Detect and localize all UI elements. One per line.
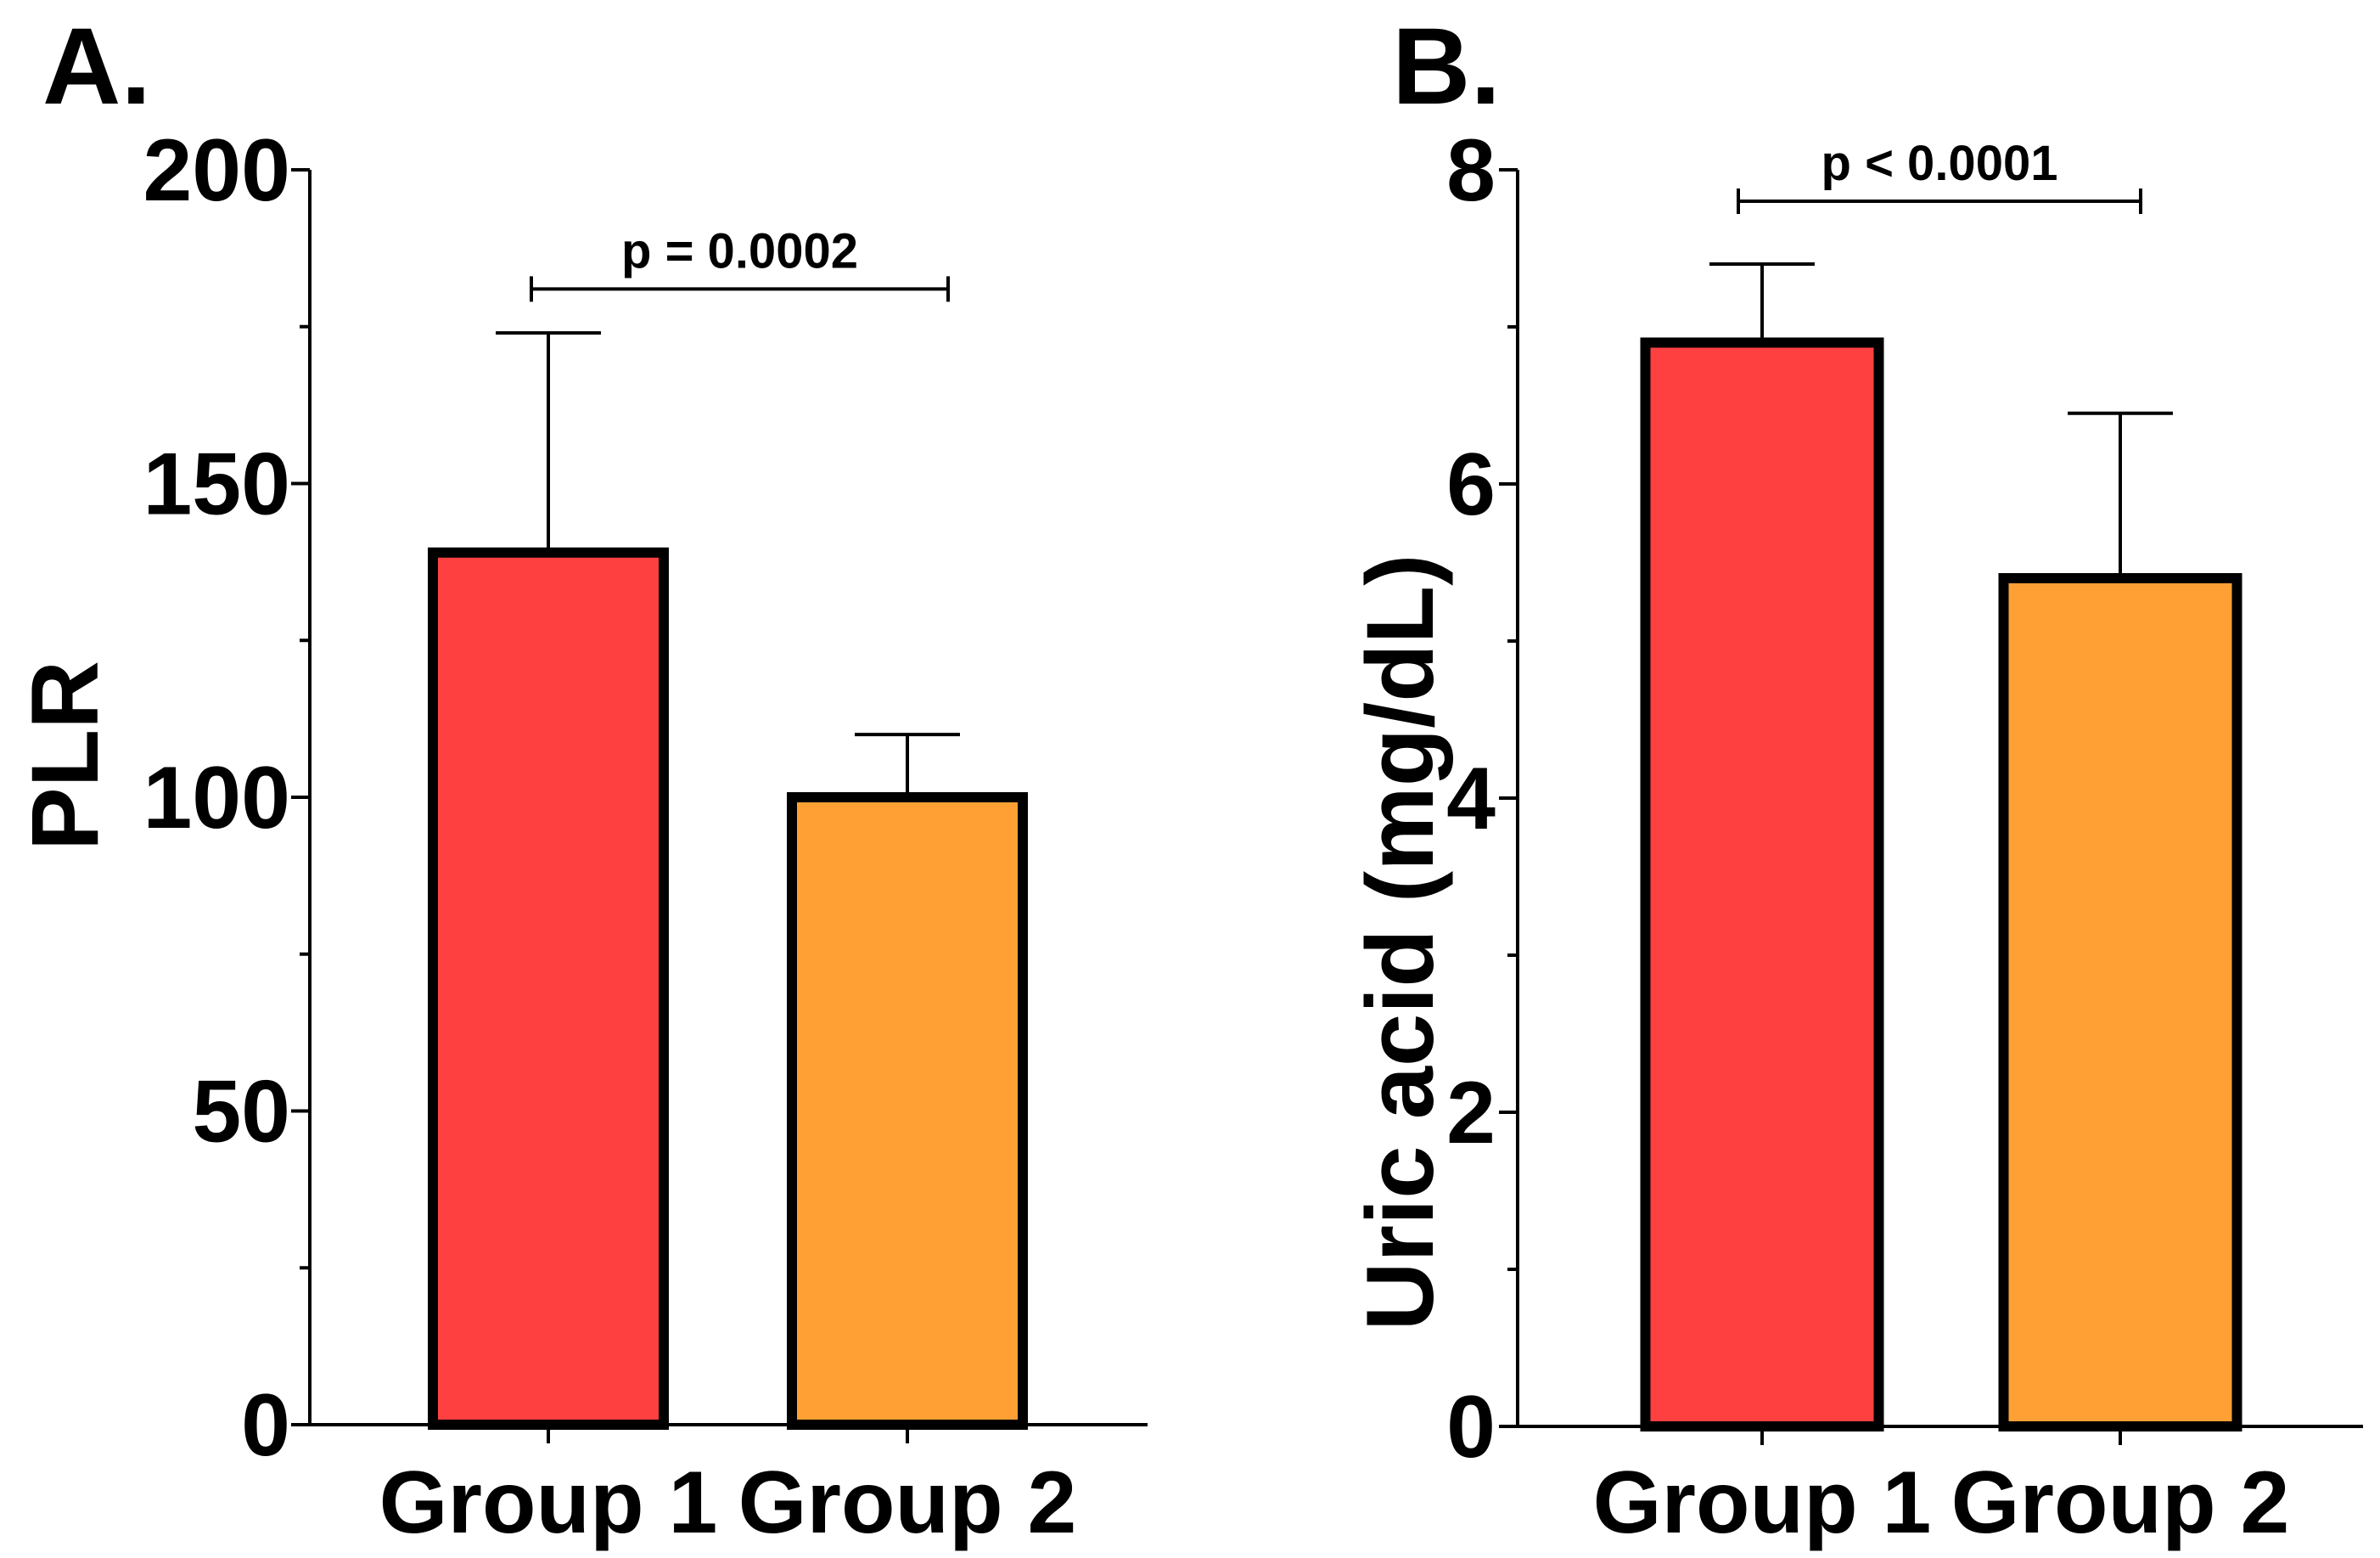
y-tick-label: 8 <box>1446 121 1496 220</box>
bar-group-1 <box>428 547 669 1430</box>
y-tick-label: 0 <box>241 1376 290 1475</box>
y-tick-label: 6 <box>1446 436 1496 534</box>
category-label: Group 1 <box>379 1454 718 1552</box>
category-label: Group 1 <box>1593 1454 1932 1552</box>
p-value-label: p < 0.0001 <box>1821 136 2058 191</box>
bar-group-2 <box>787 792 1028 1430</box>
y-tick-label: 100 <box>143 749 290 847</box>
chart-panel-a: A. PLR 0 50 100 150 200 Group 1 Group 2 p = 0.000… <box>12 6 1148 1552</box>
y-tick-label: 4 <box>1446 750 1496 848</box>
bar-group-2 <box>1998 573 2242 1431</box>
y-tick-label: 200 <box>143 121 290 220</box>
panel-label: B. <box>1392 6 1501 127</box>
panel-label: A. <box>42 6 151 127</box>
y-axis-title: Uric acid (mg/dL) <box>1347 554 1453 1331</box>
y-tick-label: 150 <box>143 436 290 534</box>
y-tick-label: 0 <box>1446 1378 1496 1476</box>
category-label: Group 2 <box>1951 1454 2290 1552</box>
y-axis-title: PLR <box>12 661 118 851</box>
bar-group-1 <box>1640 337 1884 1431</box>
y-tick-label: 50 <box>192 1063 290 1161</box>
chart-panel-b: B. Uric acid (mg/dL) 0 2 4 6 8 Group 1 Group 2 p … <box>1347 6 2363 1552</box>
p-value-label: p = 0.0002 <box>621 223 858 278</box>
y-tick-label: 2 <box>1446 1064 1496 1162</box>
category-label: Group 2 <box>738 1454 1077 1552</box>
